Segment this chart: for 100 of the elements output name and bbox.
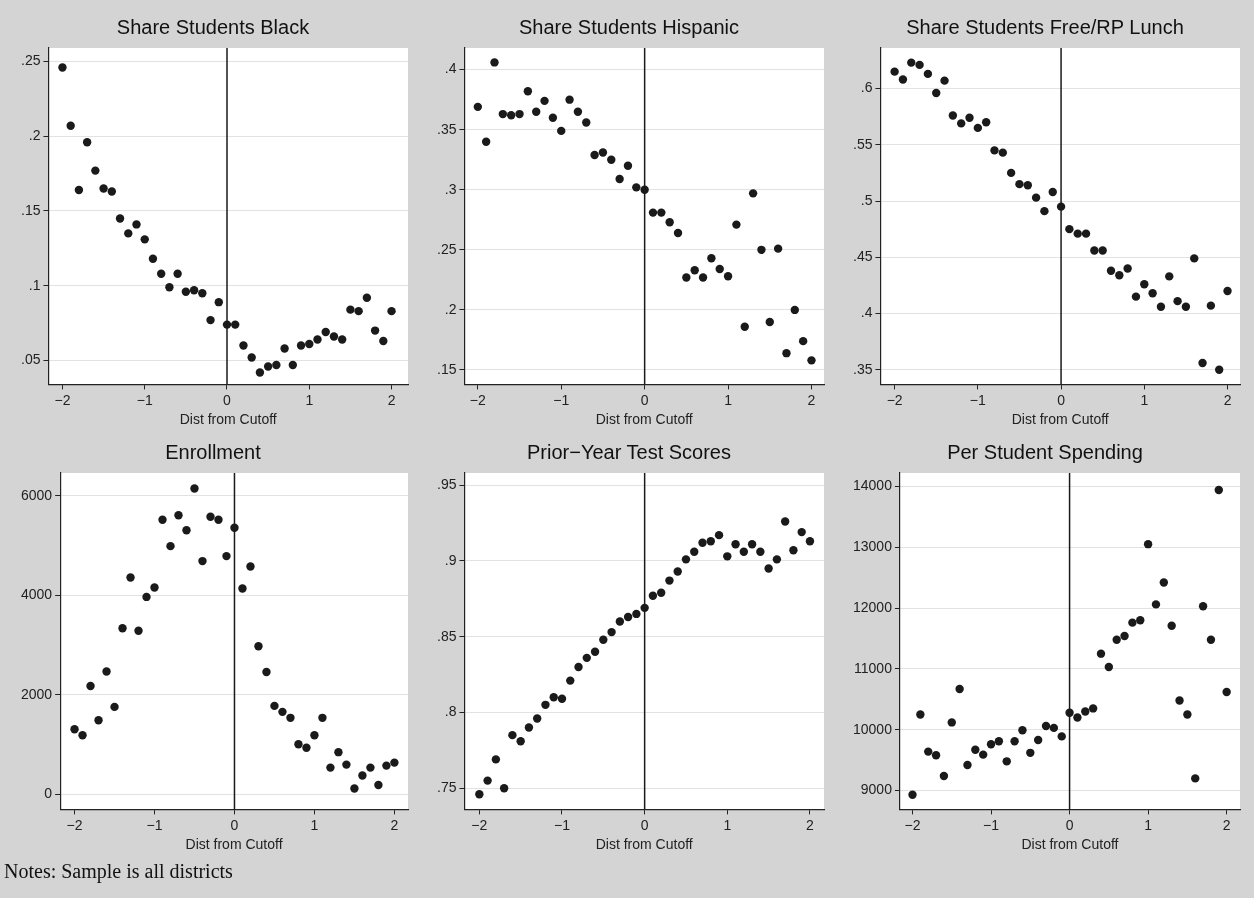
point xyxy=(1096,649,1106,658)
x-axis-title: Dist from Cutoff xyxy=(179,411,277,428)
point xyxy=(723,552,732,561)
point xyxy=(362,293,372,302)
point xyxy=(994,737,1004,746)
point xyxy=(1057,732,1066,741)
point xyxy=(1159,578,1169,587)
point xyxy=(238,584,247,593)
y-tick-label: 14000 xyxy=(852,477,893,494)
point xyxy=(907,58,916,67)
point xyxy=(607,155,616,164)
point xyxy=(682,273,691,282)
x-tick-label: −2 xyxy=(66,816,83,833)
point xyxy=(1223,286,1232,296)
point xyxy=(731,540,740,549)
point xyxy=(1214,485,1223,495)
point xyxy=(908,790,917,799)
point xyxy=(598,148,608,157)
point xyxy=(890,67,899,76)
point xyxy=(254,641,263,651)
point xyxy=(490,58,499,67)
y-tick-label: .25 xyxy=(20,52,41,69)
point xyxy=(998,148,1008,157)
point xyxy=(1140,280,1149,289)
point xyxy=(214,515,223,524)
point xyxy=(508,730,517,740)
chart-title: Enrollment xyxy=(165,440,262,463)
y-tick-label: 12000 xyxy=(852,598,893,615)
x-tick-label: 2 xyxy=(1223,391,1232,408)
x-tick-label: −1 xyxy=(146,816,163,833)
point xyxy=(1002,757,1011,766)
x-tick-label: 0 xyxy=(230,816,239,833)
point xyxy=(124,229,133,238)
point xyxy=(94,716,103,725)
point xyxy=(382,761,391,770)
point xyxy=(990,146,999,155)
point xyxy=(532,107,541,116)
point xyxy=(924,747,933,756)
point xyxy=(1156,302,1166,311)
y-tick-label: 4000 xyxy=(20,586,53,603)
point xyxy=(1090,246,1099,255)
point xyxy=(1136,616,1145,625)
y-tick-label: .2 xyxy=(28,127,41,144)
point xyxy=(574,662,583,672)
point xyxy=(947,718,956,727)
point xyxy=(231,320,240,329)
point xyxy=(491,755,501,764)
point xyxy=(805,536,815,546)
point xyxy=(756,547,765,556)
point xyxy=(354,306,363,316)
point xyxy=(1128,618,1137,627)
chart-title: Share Students Hispanic xyxy=(518,15,740,38)
point xyxy=(326,763,335,772)
point xyxy=(1040,206,1049,216)
point xyxy=(198,556,207,566)
point xyxy=(1049,723,1059,733)
point xyxy=(524,723,534,732)
point xyxy=(773,244,783,253)
point xyxy=(313,335,322,344)
point xyxy=(665,576,674,585)
x-tick-label: −1 xyxy=(553,391,570,408)
point xyxy=(516,737,525,746)
point xyxy=(379,336,388,346)
point xyxy=(764,564,773,573)
point xyxy=(483,776,492,785)
point xyxy=(540,96,549,106)
point xyxy=(1048,187,1057,197)
point xyxy=(1214,365,1224,374)
point xyxy=(126,573,135,582)
point xyxy=(715,264,724,274)
point xyxy=(1206,301,1216,310)
point xyxy=(166,541,175,551)
y-tick-label: 6000 xyxy=(20,486,53,503)
point xyxy=(255,368,265,377)
x-tick-label: 0 xyxy=(640,391,649,408)
point xyxy=(1018,726,1027,735)
y-tick-label: 0 xyxy=(44,785,53,802)
y-tick-label: .35 xyxy=(436,120,457,137)
point xyxy=(1041,721,1051,731)
y-tick-label: .3 xyxy=(444,180,457,197)
text: Notes: Sample is all districts xyxy=(4,860,234,883)
y-tick-label: .75 xyxy=(436,779,457,796)
point xyxy=(931,751,941,760)
x-tick-label: 1 xyxy=(1140,391,1149,408)
point xyxy=(198,289,207,298)
point xyxy=(582,118,591,127)
x-tick-label: 2 xyxy=(806,816,815,833)
point xyxy=(698,538,707,547)
point xyxy=(150,583,159,592)
point xyxy=(302,743,311,752)
point xyxy=(58,63,67,72)
point xyxy=(797,527,806,537)
point xyxy=(978,750,988,759)
point xyxy=(1198,602,1208,611)
point xyxy=(648,591,658,600)
chart-title: Prior−Year Test Scores xyxy=(527,440,731,463)
point xyxy=(366,763,375,772)
x-tick-label: 1 xyxy=(1144,816,1153,833)
point xyxy=(523,87,533,96)
point xyxy=(70,725,79,734)
